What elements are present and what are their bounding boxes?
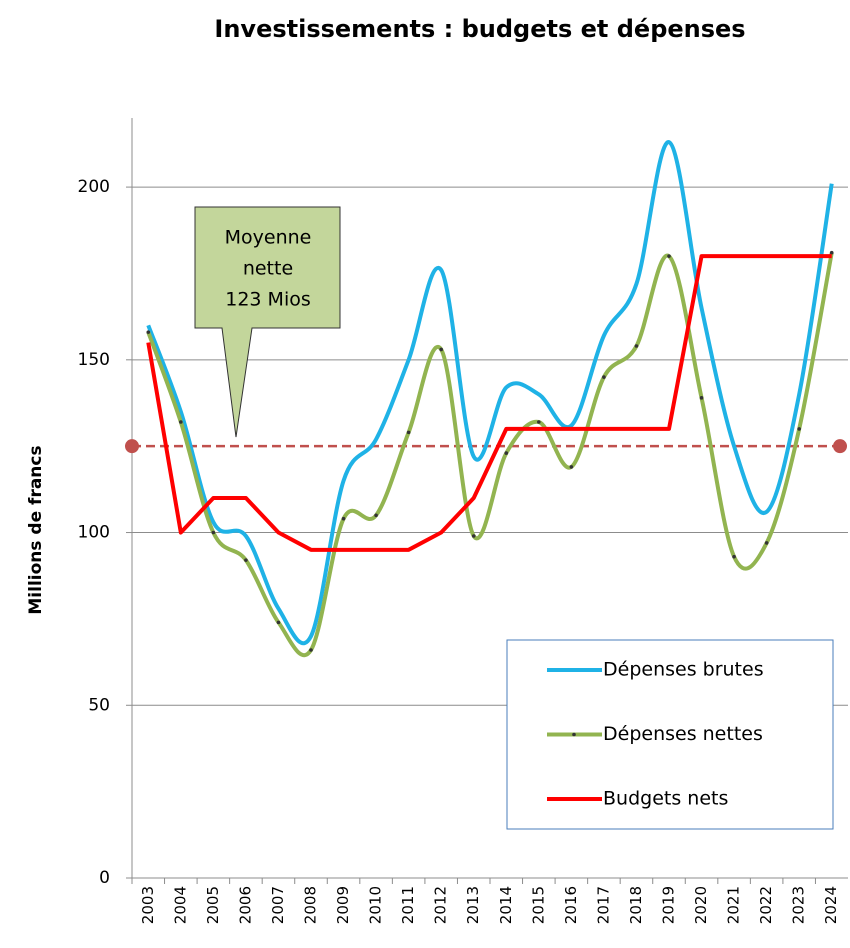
point [309, 648, 313, 652]
point [569, 465, 574, 469]
annotation-text: Moyenne [225, 227, 312, 249]
x-tick-label: 2021 [725, 886, 743, 924]
y-tick-label: 200 [78, 177, 110, 197]
point [732, 554, 736, 559]
y-tick-label: 0 [99, 868, 110, 888]
x-tick-label: 2011 [399, 886, 417, 924]
chart-title: Investissements : budgets et dépenses [214, 15, 745, 43]
x-tick-label: 2022 [757, 886, 775, 924]
x-tick-label: 2016 [562, 886, 580, 924]
x-tick-label: 2015 [529, 886, 547, 924]
y-tick-label: 100 [78, 523, 110, 543]
point [471, 534, 476, 538]
annotation-text: 123 Mios [225, 289, 311, 311]
series-line [146, 254, 832, 552]
x-tick-label: 2010 [367, 886, 385, 924]
x-tick-label: 2009 [334, 886, 352, 924]
point [797, 427, 801, 431]
point [244, 558, 248, 562]
point [537, 420, 541, 424]
legend-label: Budgets nets [603, 788, 728, 810]
legend-label: Dépenses brutes [603, 659, 764, 681]
x-tick-label: 2020 [692, 886, 710, 924]
callout [194, 206, 341, 438]
average-end [833, 439, 847, 454]
point [211, 530, 216, 535]
point [504, 451, 509, 455]
y-tick-label: 150 [78, 350, 110, 370]
x-tick-label: 2003 [139, 886, 157, 924]
y-tick-label: 50 [88, 695, 110, 715]
point [764, 541, 769, 545]
point [179, 420, 183, 424]
x-tick-label: 2012 [432, 886, 450, 924]
series-line [146, 140, 834, 646]
point [634, 344, 639, 348]
x-tick-label: 2017 [594, 886, 612, 924]
average-end [125, 439, 139, 454]
series-line [146, 252, 834, 658]
annotation-text: nette [243, 258, 293, 280]
point [276, 620, 281, 625]
x-tick-label: 2006 [236, 886, 254, 924]
x-tick-label: 2019 [660, 886, 678, 924]
x-tick-label: 2005 [204, 886, 222, 924]
x-tick-label: 2018 [627, 886, 645, 924]
x-tick-label: 2024 [822, 886, 840, 924]
point [829, 250, 834, 255]
x-tick-label: 2007 [269, 886, 287, 924]
point [374, 513, 378, 518]
x-tick-label: 2008 [302, 886, 320, 924]
point [146, 330, 151, 334]
point [406, 430, 411, 435]
y-axis-label: Millions de francs [26, 445, 46, 614]
point [602, 375, 606, 379]
annotation: Moyenne nette 123 Mios [194, 206, 341, 438]
x-tick-label: 2023 [790, 886, 808, 924]
point [341, 516, 346, 521]
legend-marker [572, 732, 576, 737]
point [439, 347, 443, 352]
x-tick-label: 2014 [497, 886, 515, 924]
x-tick-label: 2004 [171, 886, 189, 924]
legend-label: Dépenses nettes [603, 723, 763, 745]
point [699, 396, 704, 400]
point [667, 254, 671, 258]
x-tick-label: 2013 [464, 886, 482, 924]
